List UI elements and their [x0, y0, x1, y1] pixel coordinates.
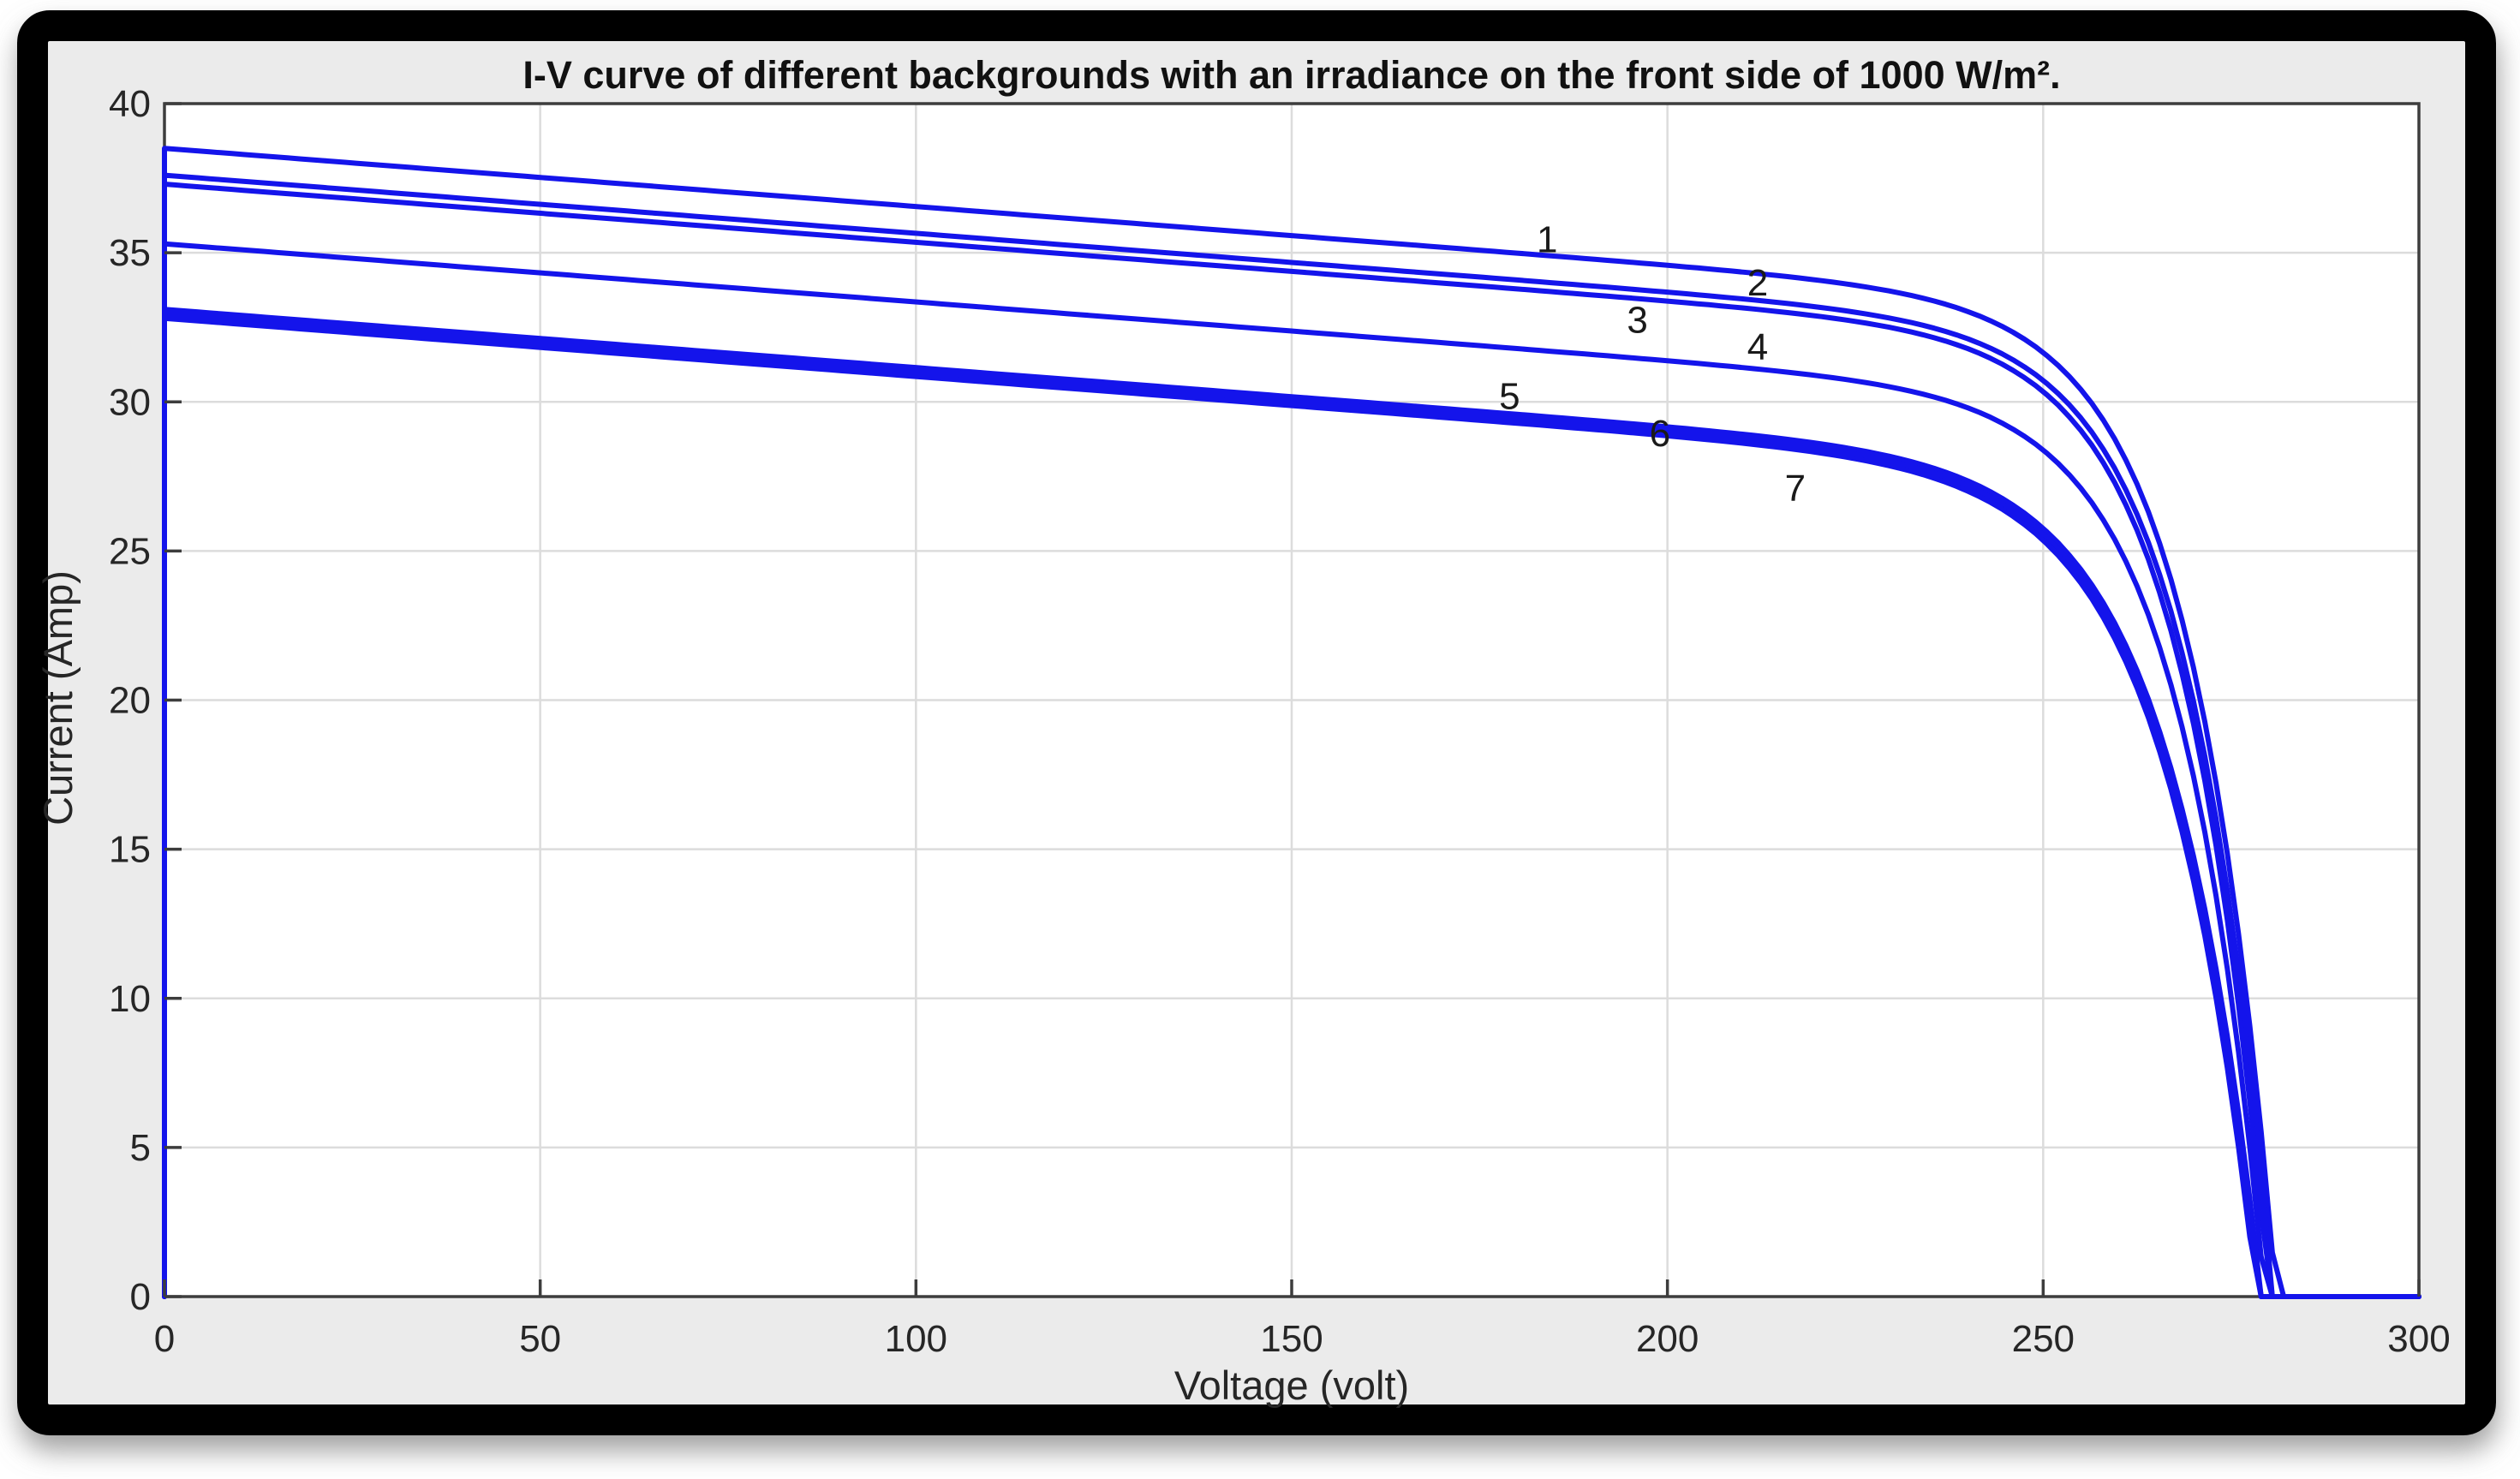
- curve-number-label-4: 4: [1747, 326, 1768, 368]
- x-tick-label: 200: [1636, 1318, 1699, 1360]
- y-tick-label: 15: [109, 829, 151, 871]
- iv-curve-7: [162, 315, 2421, 1299]
- iv-curve-1: [162, 146, 2421, 1299]
- x-tick-label: 300: [2387, 1318, 2450, 1360]
- iv-curve-4: [162, 241, 2421, 1299]
- x-tick-label: 100: [885, 1318, 947, 1360]
- curve-number-label-6: 6: [1650, 413, 1670, 455]
- y-tick-label: 10: [109, 978, 151, 1020]
- curve-number-label-7: 7: [1785, 468, 1806, 510]
- iv-curves: [162, 146, 2421, 1299]
- y-tick-label: 20: [109, 680, 151, 722]
- iv-curve-5: [162, 307, 2421, 1299]
- y-tick-label: 35: [109, 232, 151, 274]
- x-axis-label: Voltage (volt): [1174, 1363, 1409, 1408]
- curve-number-labels: 1 2 3 4 5 6 7: [1499, 218, 1806, 510]
- x-tick-label: 50: [519, 1318, 561, 1360]
- iv-curve-2: [162, 172, 2421, 1299]
- iv-curve-6: [162, 311, 2421, 1299]
- iv-curve-3: [162, 182, 2421, 1299]
- y-tick-label: 5: [130, 1127, 151, 1169]
- x-tick-label: 0: [154, 1318, 175, 1360]
- curve-number-label-1: 1: [1537, 218, 1557, 260]
- x-tick-labels: 0 50 100 150 200 250 300: [154, 1318, 2451, 1360]
- y-tick-label: 25: [109, 530, 151, 572]
- y-tick-label: 0: [130, 1276, 151, 1318]
- curve-number-label-3: 3: [1627, 299, 1647, 341]
- curve-number-label-5: 5: [1499, 375, 1520, 417]
- x-tick-label: 150: [1260, 1318, 1323, 1360]
- curve-number-label-2: 2: [1747, 262, 1768, 304]
- y-axis-label: Current (Amp): [35, 570, 81, 826]
- y-tick-labels: 0 5 10 15 20 25 30 35 40: [109, 83, 151, 1318]
- x-tick-label: 250: [2012, 1318, 2075, 1360]
- y-tick-label: 40: [109, 83, 151, 125]
- y-tick-label: 30: [109, 381, 151, 423]
- chart-title: I-V curve of different backgrounds with …: [523, 53, 2060, 97]
- tick-marks: [163, 102, 2421, 1298]
